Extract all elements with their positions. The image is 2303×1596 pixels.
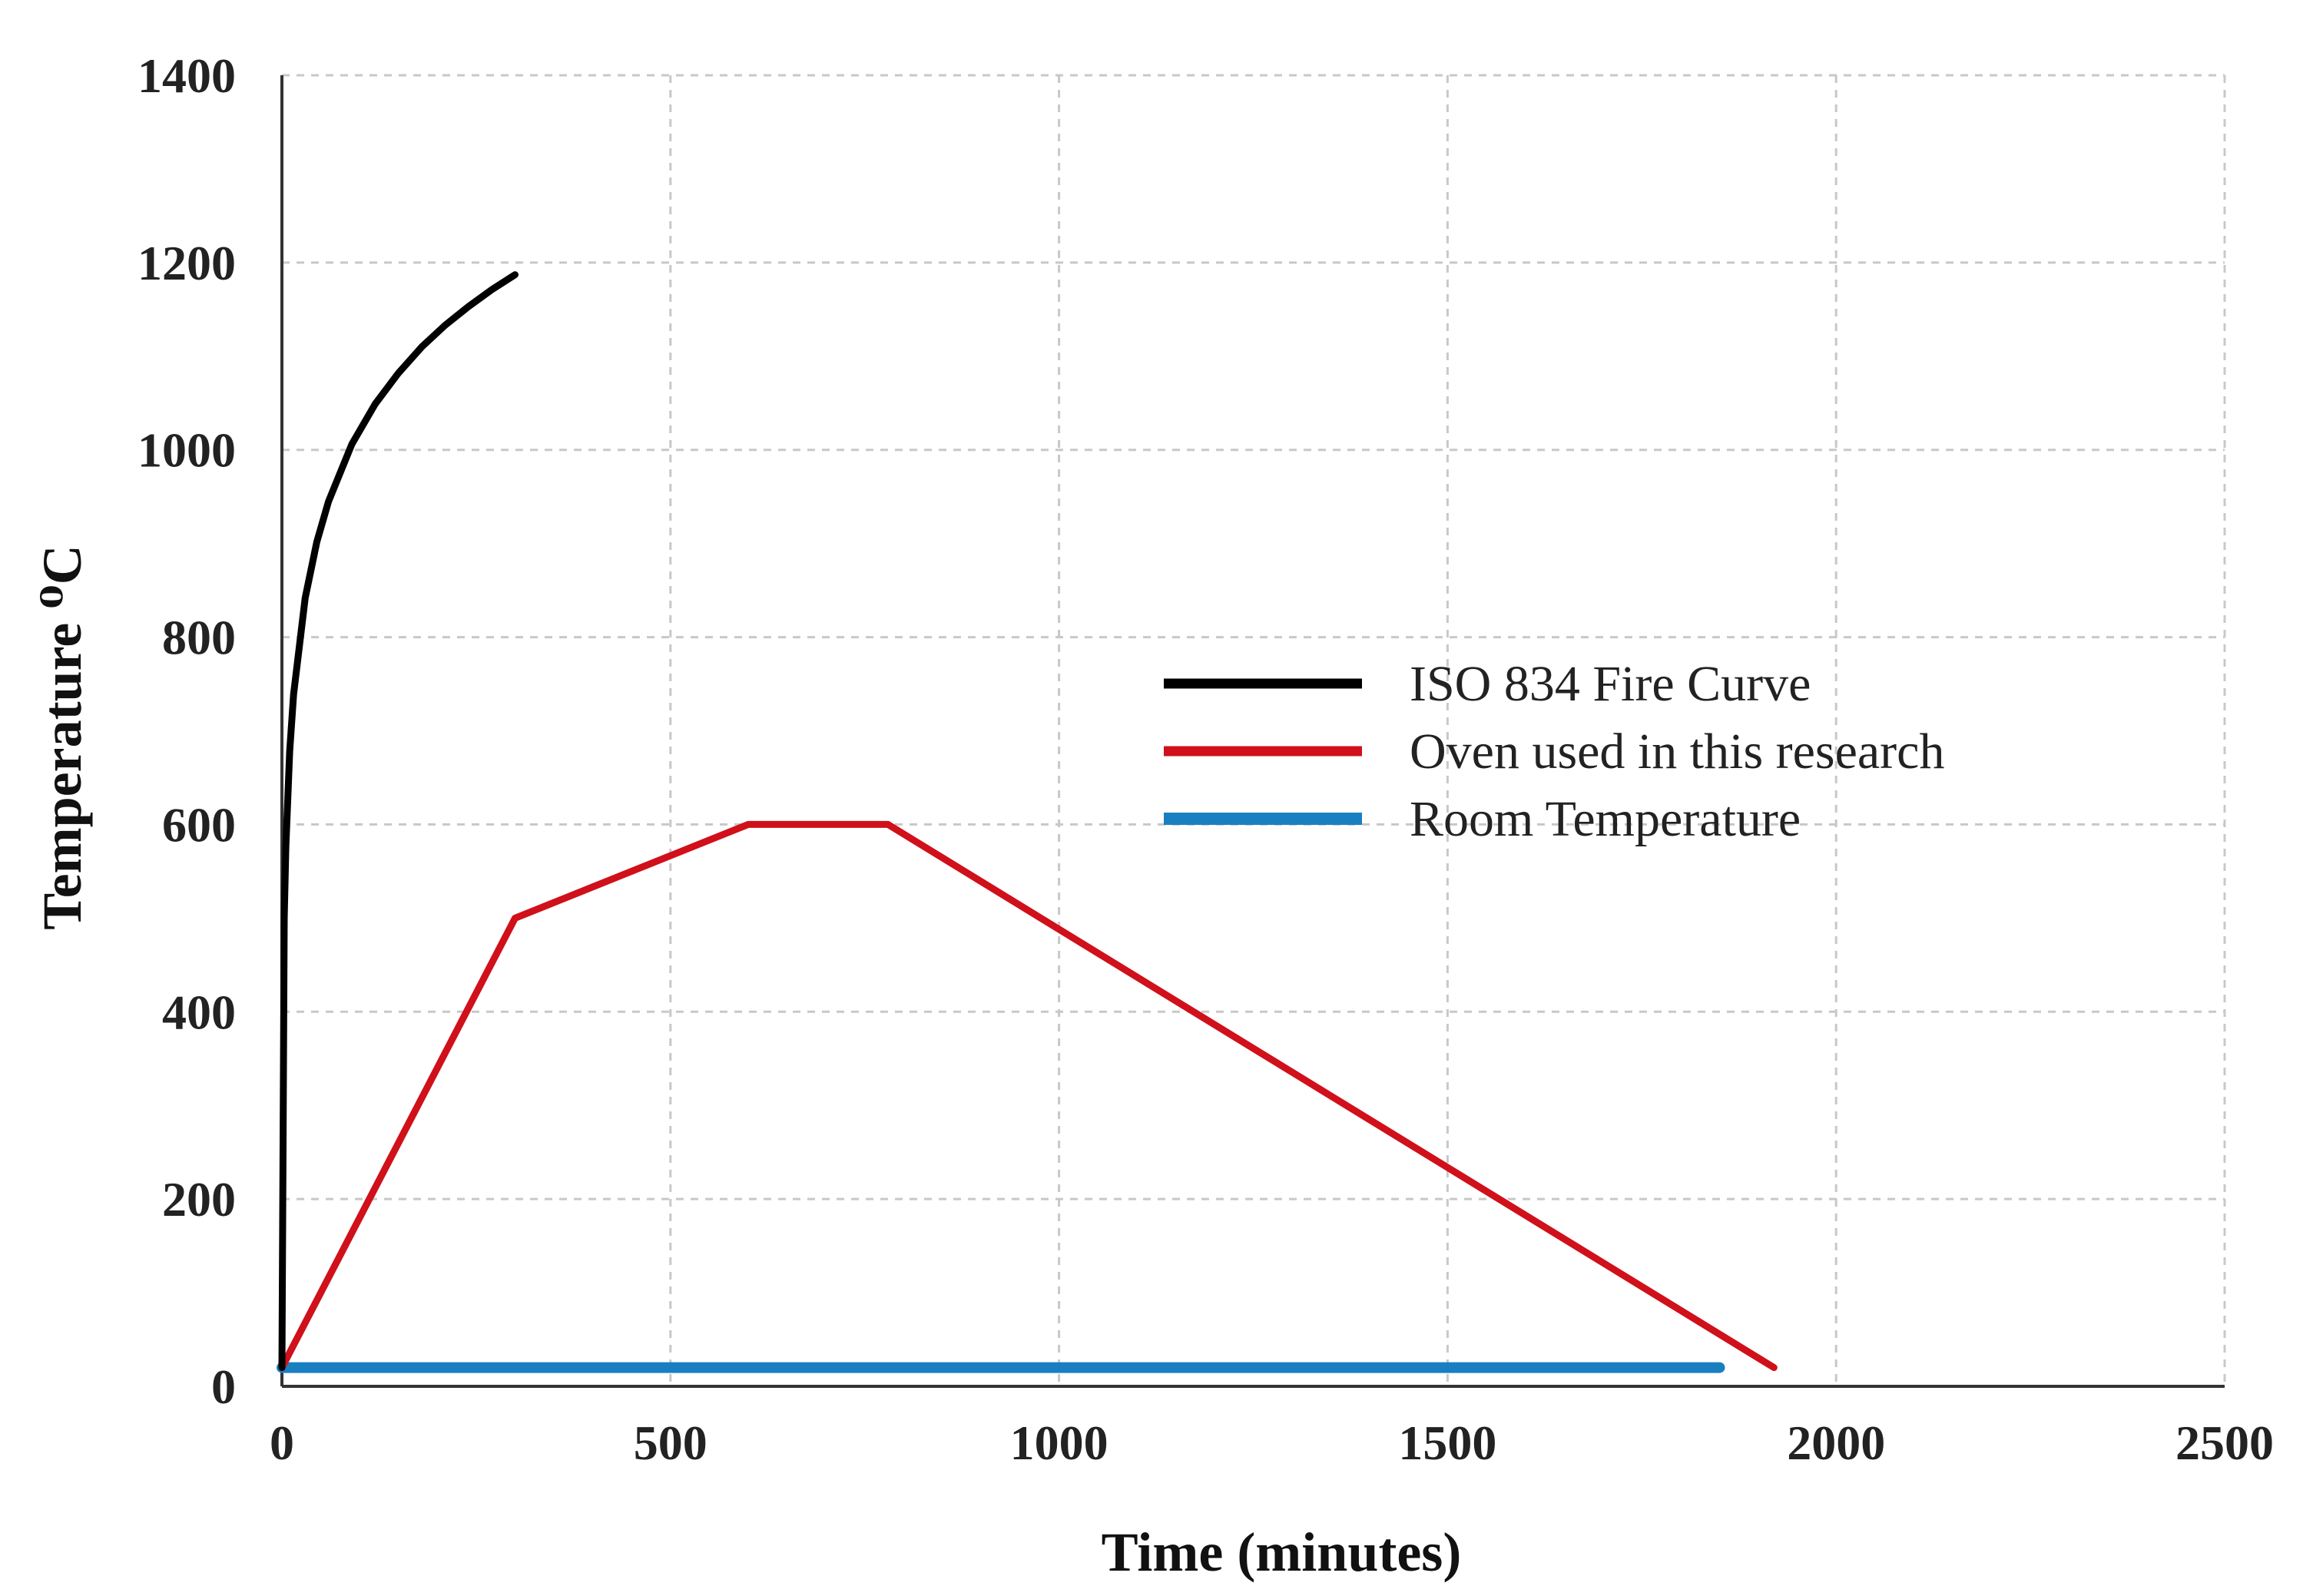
x-tick-label: 0 [270,1416,294,1470]
grid [282,74,2226,1386]
legend-label-iso-834-fire-curve: ISO 834 Fire Curve [1410,656,1811,712]
legend-label-room-temperature: Room Temperature [1410,791,1801,847]
tick-labels: 0 500 1000 1500 2000 2500 0 200 400 600 800 1000 120… [138,48,2274,1470]
legend-label-oven-used-in-this-research: Oven used in this research [1410,723,1944,780]
x-axis-title: Time (minutes) [1102,1521,1462,1583]
series-lines [277,271,1778,1373]
y-tick-label: 400 [162,985,236,1039]
y-tick-label: 1000 [138,423,236,478]
series-line-iso-834-fire-curve [278,271,519,1372]
x-tick-label: 1000 [1010,1416,1108,1470]
x-tick-label: 2500 [2175,1416,2274,1470]
y-tick-label: 1400 [138,48,236,103]
y-axis-title: Temperature ⁰C [31,545,93,929]
y-tick-label: 1200 [138,236,236,290]
y-tick-label: 800 [162,611,236,665]
legend: ISO 834 Fire Curve Oven used in this rese… [1164,656,1944,847]
series-line-oven-used-in-this-research [278,820,1778,1372]
y-tick-label: 200 [162,1172,236,1227]
x-tick-label: 2000 [1787,1416,1885,1470]
x-tick-label: 500 [634,1416,707,1470]
x-tick-label: 1500 [1398,1416,1496,1470]
y-tick-label: 600 [162,797,236,852]
y-tick-label: 0 [211,1359,236,1414]
